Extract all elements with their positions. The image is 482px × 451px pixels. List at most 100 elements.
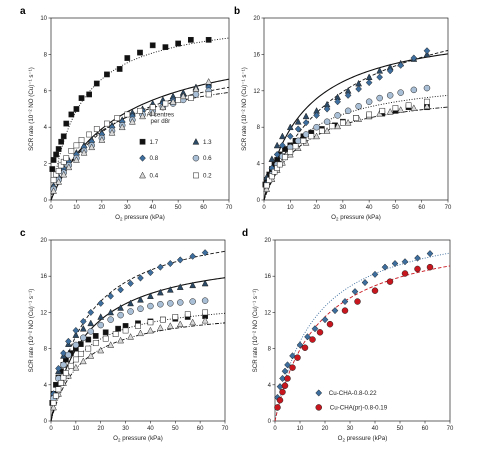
data-point [160, 316, 166, 323]
data-point [309, 336, 316, 343]
legend-marker [315, 404, 322, 411]
x-tick-label: 50 [397, 426, 404, 432]
data-point [313, 123, 320, 131]
data-point [321, 316, 329, 324]
x-tick-label: 0 [49, 205, 53, 211]
y-tick-label: 6 [44, 89, 48, 95]
data-point [300, 138, 307, 144]
series-0 [49, 36, 212, 172]
data-point [201, 316, 209, 324]
data-point [424, 98, 430, 105]
data-point [72, 331, 80, 338]
data-point [304, 333, 311, 341]
data-point [65, 337, 72, 345]
legend-label: 0.4 [150, 172, 159, 179]
x-tick-label: 0 [273, 426, 277, 432]
x-axis-label: O2 pressure (kPa) [338, 435, 388, 443]
data-point [118, 123, 126, 131]
data-point [281, 367, 289, 375]
data-point [365, 98, 373, 105]
y-tick-label: 0 [257, 198, 261, 204]
series-2 [50, 249, 209, 398]
y-tick-label: 8 [44, 52, 48, 58]
data-point [60, 361, 67, 369]
data-point [162, 100, 169, 107]
data-point [157, 301, 164, 308]
data-point [381, 263, 389, 271]
data-point [107, 341, 115, 348]
x-tick-label: 30 [122, 426, 129, 432]
data-point [294, 125, 302, 133]
data-point [73, 156, 80, 163]
x-tick-label: 10 [73, 426, 80, 432]
data-point [302, 119, 310, 127]
data-point [276, 396, 284, 404]
data-point [318, 127, 325, 134]
data-point [202, 309, 208, 316]
series-4 [50, 77, 213, 194]
data-point [92, 333, 99, 339]
data-point [371, 270, 379, 278]
data-point [68, 111, 75, 118]
data-point [274, 404, 281, 411]
data-point [279, 141, 286, 149]
data-point [286, 132, 294, 140]
data-point [137, 295, 144, 303]
data-point [401, 258, 409, 266]
data-point [97, 321, 104, 329]
data-point [376, 73, 383, 81]
data-point [192, 91, 200, 98]
data-point [361, 278, 369, 287]
panel-letter: c [20, 228, 26, 239]
data-point [63, 370, 69, 376]
y-tick-label: 8 [44, 347, 48, 353]
data-point [65, 351, 72, 359]
data-point [149, 42, 156, 49]
data-point [68, 362, 74, 369]
data-point [72, 326, 80, 335]
data-point [341, 297, 349, 306]
data-point [147, 302, 154, 310]
panel-letter: d [242, 228, 248, 239]
data-point [334, 98, 341, 106]
data-point [376, 94, 383, 102]
data-point [176, 283, 184, 290]
data-point [294, 117, 302, 125]
y-tick-label: 16 [253, 52, 260, 58]
data-point [289, 364, 296, 371]
data-point [401, 270, 409, 277]
data-point [175, 97, 181, 103]
data-point [276, 161, 283, 168]
data-point [179, 92, 187, 100]
data-point [116, 66, 123, 72]
x-tick-label: 40 [366, 205, 373, 211]
data-point [172, 314, 179, 320]
series-1 [50, 79, 213, 189]
panel-letter: a [20, 6, 26, 17]
data-point [93, 126, 100, 132]
data-point [137, 274, 144, 282]
data-point [308, 133, 315, 140]
data-point [351, 288, 359, 296]
legend-label: 0.6 [203, 155, 212, 162]
data-point [73, 142, 80, 149]
data-point [117, 286, 124, 294]
panel-c: c 0 10 20 30 40 50 60 70 0 4 8 12 16 20 O2 pressure (kP… [20, 228, 229, 443]
data-point [137, 49, 143, 56]
y-axis-label: SCR rate (10⁻² NO (Cu)⁻¹ s⁻¹) [28, 289, 35, 373]
data-point [97, 346, 105, 354]
data-point [302, 131, 310, 138]
data-point [79, 317, 87, 326]
data-point [166, 286, 174, 293]
data-point [192, 85, 200, 92]
data-point [296, 341, 304, 349]
data-point [50, 187, 57, 194]
data-point [386, 92, 394, 99]
data-point [97, 313, 105, 320]
data-point [117, 336, 125, 344]
x-tick-label: 50 [392, 205, 399, 211]
data-point [366, 111, 372, 118]
data-point [292, 143, 299, 150]
x-tick-label: 60 [418, 205, 425, 211]
data-point [107, 308, 115, 316]
